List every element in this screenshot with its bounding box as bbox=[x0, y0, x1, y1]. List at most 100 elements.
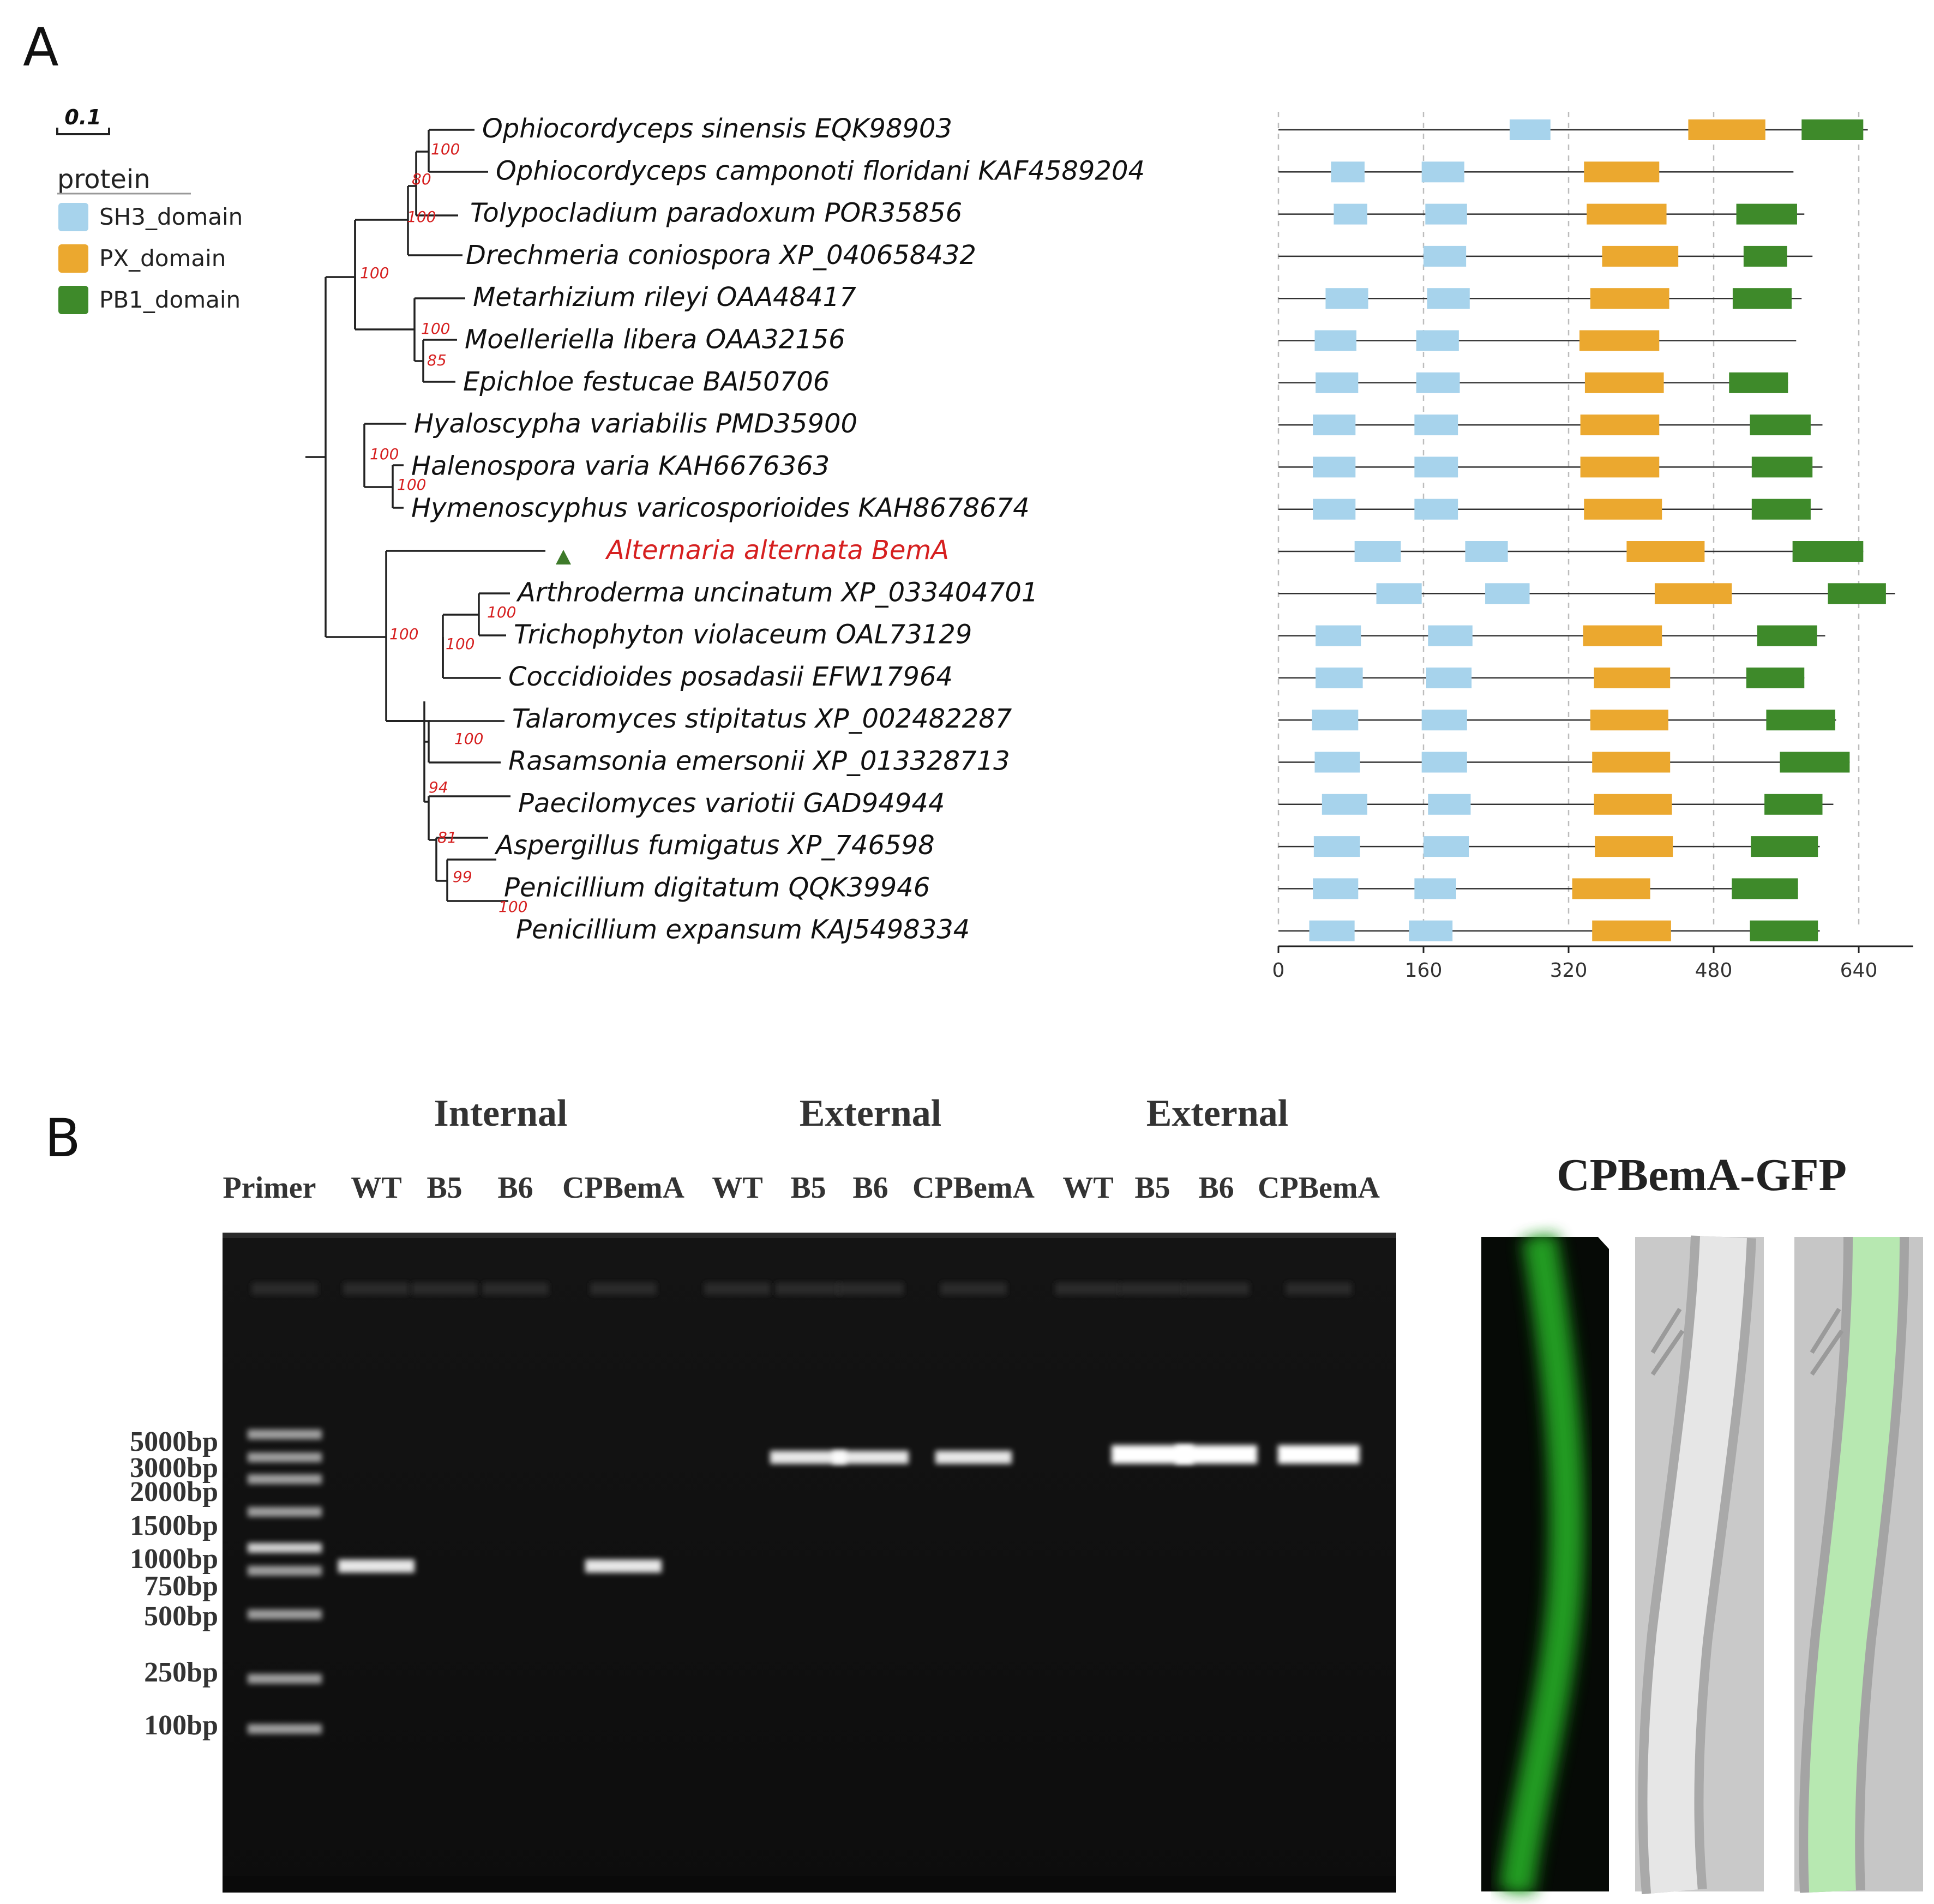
bootstrap-label: 80 bbox=[412, 170, 431, 188]
taxon-label: Drechmeria coniospora XP_040658432 bbox=[466, 240, 976, 271]
domain-pb1 bbox=[1792, 541, 1864, 562]
domain-px bbox=[1584, 161, 1660, 183]
lane-label: B5 bbox=[790, 1171, 826, 1205]
domain-pb1 bbox=[1746, 667, 1805, 688]
domain-px bbox=[1594, 667, 1671, 688]
ladder-band bbox=[248, 1543, 322, 1553]
gel-well bbox=[941, 1283, 1006, 1295]
phylogenetic-tree bbox=[305, 129, 545, 722]
x-tick-label: 160 bbox=[1405, 959, 1443, 982]
ladder-band bbox=[248, 1674, 322, 1684]
domain-sh3 bbox=[1313, 836, 1360, 857]
ladder-size-labels: 5000bp3000bp2000bp1500bp1000bp750bp500bp… bbox=[130, 1426, 218, 1741]
gel-band bbox=[585, 1559, 662, 1573]
taxon-label: Penicillium digitatum QQK39946 bbox=[504, 872, 930, 903]
taxon-label: Penicillium expansum KAJ5498334 bbox=[516, 915, 970, 945]
panel-a-label: A bbox=[23, 17, 59, 78]
taxon-label: Ophiocordyceps camponoti floridani KAF45… bbox=[496, 155, 1145, 186]
domain-sh3 bbox=[1376, 583, 1422, 604]
taxon-label: Metarhizium rileyi OAA48417 bbox=[473, 282, 856, 313]
tree-eurotiales-topology bbox=[386, 720, 510, 902]
gel-well bbox=[1055, 1283, 1121, 1295]
group-label-external-2: External bbox=[1146, 1092, 1289, 1134]
gel-band bbox=[1278, 1445, 1360, 1464]
taxon-label: Moelleriella libera OAA32156 bbox=[465, 325, 845, 355]
gel-well bbox=[705, 1283, 770, 1295]
gel-band bbox=[935, 1451, 1012, 1464]
lane-label: B6 bbox=[852, 1171, 888, 1205]
ladder-size-label: 2000bp bbox=[130, 1476, 218, 1507]
domain-sh3 bbox=[1313, 498, 1356, 520]
gel-band bbox=[1175, 1445, 1257, 1464]
domain-px bbox=[1583, 625, 1662, 646]
domain-sh3 bbox=[1424, 836, 1469, 857]
domain-px bbox=[1584, 372, 1664, 393]
taxon-label: Hymenoscyphus varicosporioides KAH867867… bbox=[411, 493, 1030, 524]
domain-pb1 bbox=[1736, 203, 1797, 225]
taxon-label: Epichloe festucae BAI50706 bbox=[463, 367, 830, 397]
ladder-band bbox=[248, 1609, 322, 1619]
domain-sh3 bbox=[1426, 667, 1472, 688]
gfp-fluorescence-image bbox=[1481, 1234, 1609, 1894]
domain-sh3 bbox=[1421, 752, 1467, 773]
domain-px bbox=[1572, 878, 1650, 899]
bootstrap-label: 100 bbox=[454, 730, 483, 748]
ladder-size-label: 500bp bbox=[144, 1601, 218, 1632]
bootstrap-label: 100 bbox=[446, 635, 475, 653]
taxon-label: Arthroderma uncinatum XP_033404701 bbox=[516, 577, 1038, 608]
lane-label: B5 bbox=[427, 1171, 462, 1205]
legend-swatch-pb1 bbox=[58, 286, 88, 314]
gel-band bbox=[338, 1559, 415, 1573]
panel-a: A 0.1 protein SH3_domain PX_domain PB1_d… bbox=[23, 17, 1913, 982]
taxon-label: Halenospora varia KAH6676363 bbox=[411, 451, 830, 481]
domain-sh3 bbox=[1334, 203, 1367, 225]
panel-b: B Internal External External Primer WT B5 B… bbox=[45, 1092, 1923, 1895]
domain-sh3 bbox=[1354, 541, 1401, 562]
bootstrap-label: 100 bbox=[431, 140, 460, 158]
domain-sh3 bbox=[1428, 794, 1471, 815]
domain-pb1 bbox=[1801, 119, 1864, 140]
domain-sh3 bbox=[1316, 667, 1363, 688]
taxon-label: Ophiocordyceps sinensis EQK98903 bbox=[482, 113, 952, 144]
lane-label: B6 bbox=[1198, 1171, 1234, 1205]
domain-pb1 bbox=[1729, 372, 1788, 393]
bootstrap-label: 100 bbox=[397, 476, 426, 494]
gel-well bbox=[776, 1283, 841, 1295]
bootstrap-label: 85 bbox=[427, 351, 447, 369]
domain-pb1 bbox=[1828, 583, 1886, 604]
gel-well bbox=[591, 1283, 656, 1295]
ladder-band bbox=[248, 1566, 322, 1576]
domain-px bbox=[1592, 752, 1671, 773]
gel-well bbox=[1184, 1283, 1249, 1295]
domain-sh3 bbox=[1316, 625, 1361, 646]
bootstrap-label: 100 bbox=[421, 320, 450, 338]
gel-group-labels: Internal External External bbox=[434, 1092, 1289, 1134]
ladder-band bbox=[248, 1724, 322, 1734]
merged-image bbox=[1794, 1236, 1923, 1893]
lane-label: WT bbox=[712, 1171, 762, 1205]
gel-well bbox=[1120, 1283, 1185, 1295]
gel-wells bbox=[252, 1283, 1352, 1295]
ladder-band bbox=[248, 1507, 322, 1517]
domain-px bbox=[1595, 836, 1673, 857]
scale-bar: 0.1 bbox=[56, 105, 110, 135]
ladder-size-label: 750bp bbox=[144, 1571, 218, 1602]
gel-image bbox=[223, 1233, 1396, 1893]
domain-sh3 bbox=[1314, 330, 1356, 351]
gel-lane-labels: Primer WT B5 B6 CPBemA WT B5 B6 CPBemA WT B5 B6 CPBe… bbox=[223, 1171, 1380, 1205]
domain-sh3 bbox=[1414, 415, 1458, 436]
bootstrap-values: 100 80 100 100 100 85 100 100 100 100 10… bbox=[360, 140, 527, 916]
ladder-size-label: 100bp bbox=[144, 1710, 218, 1741]
panel-b-label: B bbox=[45, 1108, 81, 1169]
taxon-labels: Ophiocordyceps sinensis EQK98903 Ophiocor… bbox=[411, 113, 1145, 945]
domain-pb1 bbox=[1751, 836, 1818, 857]
domain-sh3 bbox=[1414, 498, 1458, 520]
domain-pb1 bbox=[1743, 245, 1787, 267]
x-tick-label: 320 bbox=[1550, 959, 1588, 982]
gel-well bbox=[252, 1283, 317, 1295]
domain-sh3 bbox=[1421, 161, 1464, 183]
domain-sh3 bbox=[1465, 541, 1508, 562]
taxon-label: Talaromyces stipitatus XP_002482287 bbox=[512, 704, 1012, 734]
domain-px bbox=[1580, 415, 1660, 436]
